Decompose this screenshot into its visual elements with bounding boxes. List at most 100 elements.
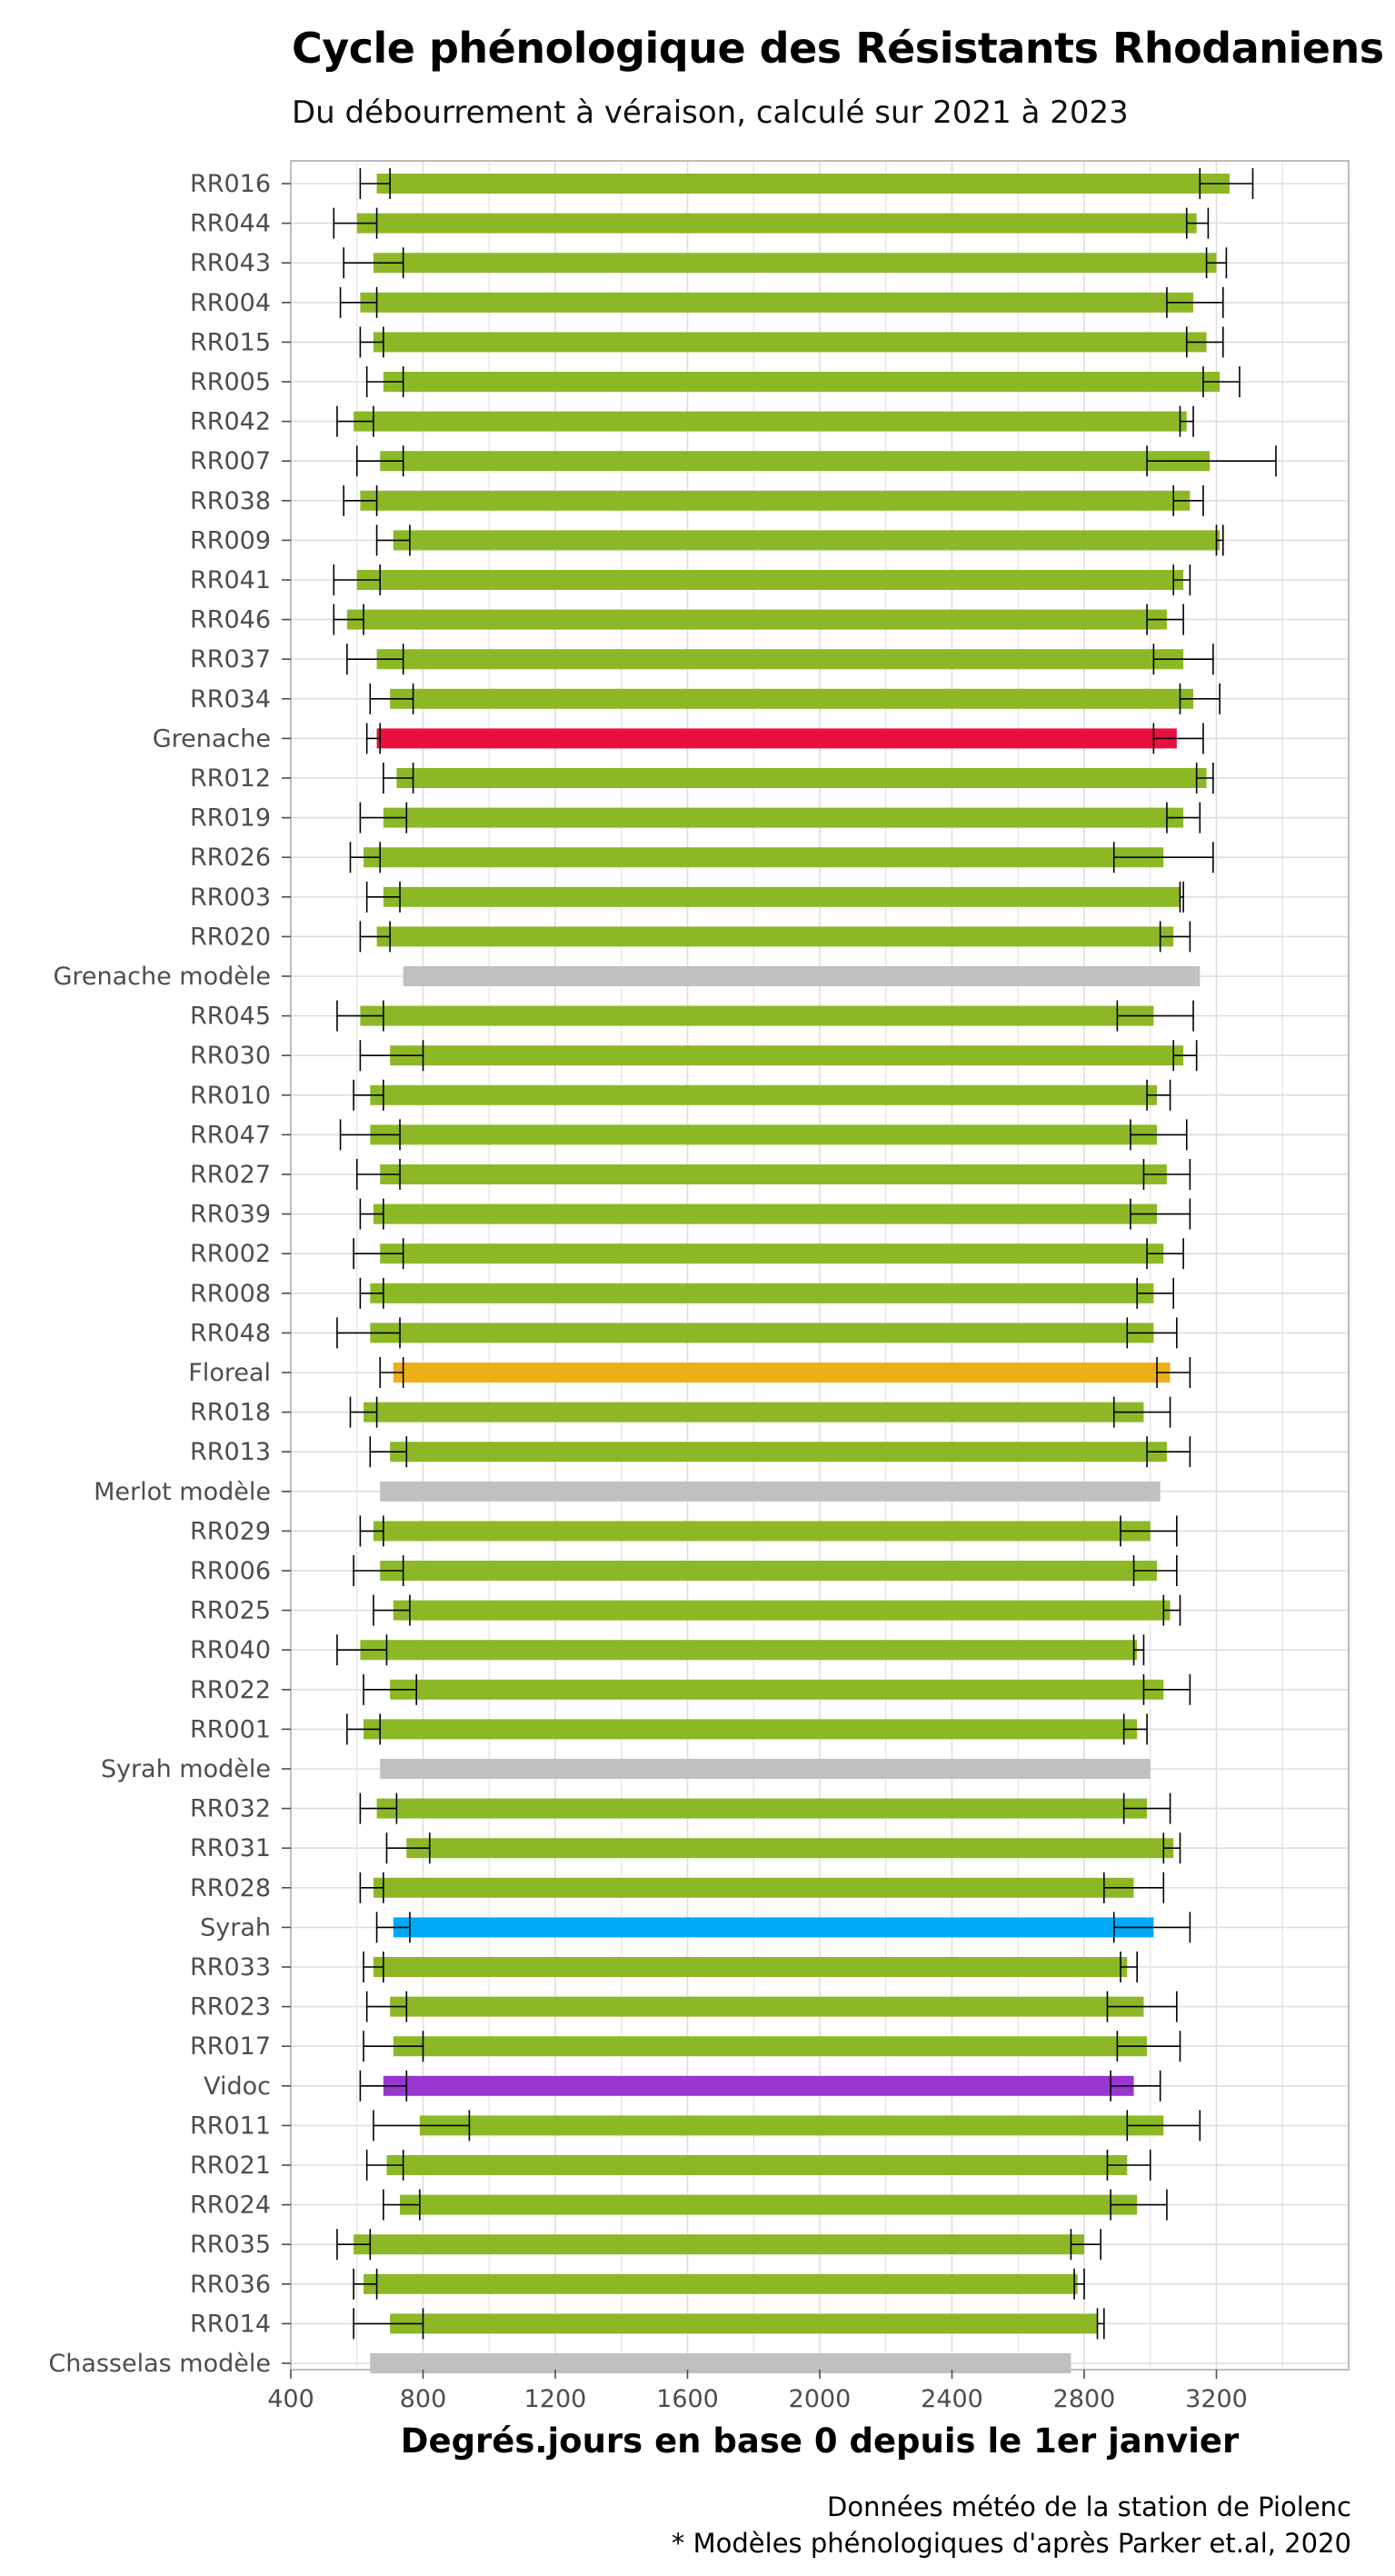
- bar-Floreal: [393, 1363, 1171, 1383]
- y-tick-label: Floreal: [188, 1359, 271, 1387]
- y-tick-label: RR006: [190, 1557, 271, 1585]
- errorbar-start-RR004: [339, 286, 378, 318]
- bar-RR034: [390, 688, 1194, 709]
- errorbar-end-RR046: [1146, 604, 1184, 635]
- y-tick-label: RR015: [190, 328, 271, 356]
- bar-RR019: [383, 807, 1184, 828]
- errorbar-start-RR002: [353, 1238, 404, 1270]
- x-tick-label: 2000: [789, 2385, 852, 2413]
- errorbar-end-RR038: [1172, 484, 1204, 516]
- errorbar-start-RR034: [369, 683, 414, 714]
- x-tick-label: 3200: [1185, 2385, 1248, 2413]
- bar-RR035: [354, 2234, 1084, 2255]
- errorbar-end-RR009: [1215, 524, 1224, 556]
- errorbar-start-RR048: [336, 1317, 401, 1349]
- errorbar-end-RR016: [1199, 168, 1254, 199]
- errorbar-start-RR033: [363, 1952, 384, 1982]
- y-tick-label: Chasselas modèle: [48, 2350, 271, 2378]
- bar-RR048: [370, 1323, 1154, 1343]
- x-tick-label: 800: [400, 2385, 447, 2413]
- errorbar-end-RR035: [1070, 2229, 1101, 2261]
- y-tick-label: RR041: [190, 566, 271, 594]
- errorbar-start-RR027: [355, 1159, 401, 1190]
- errorbar-end-RR042: [1179, 405, 1194, 437]
- bar-RR011: [419, 2115, 1164, 2136]
- errorbar-end-RR021: [1106, 2150, 1151, 2181]
- bar-RR002: [380, 1243, 1164, 1264]
- errorbar-end-RR040: [1132, 1634, 1145, 1666]
- y-tick-label: Grenache: [153, 724, 271, 753]
- bar-RR041: [356, 570, 1184, 590]
- errorbar-start-RR006: [353, 1555, 404, 1586]
- chart-subtitle: Du débourrement à véraison, calculé sur …: [292, 95, 1129, 131]
- errorbar-start-RR037: [346, 644, 404, 675]
- bar-RR006: [380, 1561, 1158, 1581]
- errorbar-start-Grenache: [365, 723, 382, 754]
- errorbar-end-RR022: [1142, 1673, 1191, 1705]
- errorbar-end-RR015: [1185, 326, 1224, 358]
- y-tick-label: RR038: [190, 487, 271, 515]
- errorbar-end-RR025: [1162, 1594, 1181, 1626]
- errorbar-start-RR035: [336, 2229, 372, 2261]
- y-tick-label: RR035: [190, 2231, 271, 2259]
- bar-RR017: [393, 2036, 1148, 2057]
- y-tick-label: RR013: [190, 1438, 271, 1466]
- y-tick-label: RR028: [190, 1874, 271, 1902]
- bar-RR040: [360, 1640, 1138, 1661]
- bar-RR023: [390, 1996, 1144, 2017]
- errorbar-start-RR013: [369, 1436, 408, 1468]
- errorbar-end-RR026: [1112, 842, 1214, 874]
- bar-RR010: [370, 1084, 1158, 1105]
- bar-Grenache: [376, 728, 1177, 749]
- y-tick-label: RR009: [190, 526, 271, 554]
- bar-Grenache-modèle: [403, 966, 1201, 986]
- y-tick-label: RR014: [190, 2310, 271, 2338]
- errorbar-start-RR029: [359, 1515, 384, 1547]
- errorbar-start-RR005: [365, 366, 404, 397]
- y-tick-label: RR037: [190, 645, 271, 674]
- errorbar-end-RR041: [1172, 564, 1191, 595]
- errorbar-start-RR024: [383, 2189, 421, 2221]
- y-tick-label: RR046: [190, 606, 271, 634]
- errorbar-end-RR014: [1096, 2308, 1105, 2340]
- y-tick-label: RR021: [190, 2152, 271, 2180]
- errorbar-start-RR003: [365, 881, 401, 913]
- y-tick-label: RR012: [190, 764, 271, 793]
- y-tick-label: RR018: [190, 1399, 271, 1427]
- errorbar-start-RR036: [353, 2268, 378, 2300]
- bar-Vidoc: [383, 2075, 1134, 2096]
- x-axis-title: Degrés.jours en base 0 depuis le 1er jan…: [400, 2421, 1240, 2461]
- y-tick-label: RR005: [190, 368, 271, 396]
- bar-RR024: [400, 2194, 1138, 2215]
- errorbar-end-RR033: [1120, 1952, 1138, 1982]
- y-axis-labels: RR016 RR044 RR043 RR004 RR015 RR005 RR042 RR007…: [48, 170, 291, 2378]
- bar-RR020: [376, 926, 1174, 947]
- x-tick-label: 1200: [524, 2385, 587, 2413]
- errorbar-start-RR032: [359, 1792, 398, 1824]
- errorbar-start-Floreal: [379, 1357, 404, 1388]
- y-tick-label: RR019: [190, 804, 271, 833]
- errorbar-end-RR039: [1130, 1198, 1191, 1230]
- errorbar-start-RR040: [336, 1634, 388, 1666]
- y-tick-label: RR020: [190, 923, 271, 951]
- y-tick-label: RR039: [190, 1201, 271, 1229]
- errorbar-end-RR012: [1195, 763, 1214, 794]
- errorbar-end-RR034: [1179, 683, 1221, 714]
- bar-RR014: [390, 2313, 1098, 2334]
- y-tick-label: RR043: [190, 249, 271, 277]
- bar-RR047: [370, 1124, 1158, 1145]
- bar-RR028: [373, 1877, 1134, 1898]
- errorbar-end-RR043: [1205, 247, 1228, 279]
- errorbar-start-RR014: [353, 2308, 424, 2340]
- errorbar-end-RR020: [1159, 921, 1191, 953]
- bar-RR013: [390, 1442, 1167, 1463]
- bar-RR022: [390, 1679, 1164, 1700]
- y-tick-label: RR031: [190, 1834, 271, 1862]
- bar-Syrah: [393, 1917, 1154, 1938]
- errorbar-start-RR010: [353, 1079, 384, 1111]
- x-tick-label: 2400: [921, 2385, 983, 2413]
- bar-RR029: [373, 1521, 1151, 1542]
- errorbar-start-RR042: [336, 405, 374, 437]
- y-tick-label: RR042: [190, 408, 271, 436]
